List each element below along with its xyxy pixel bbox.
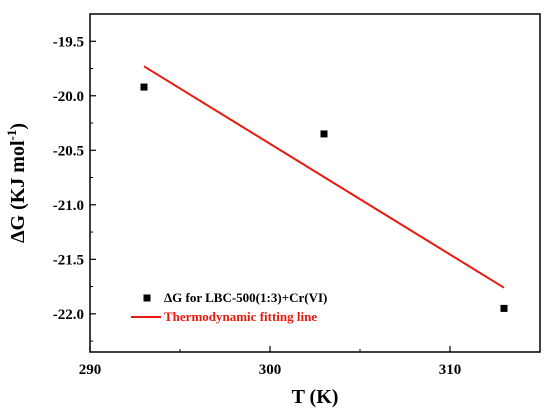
y-axis-label-base: ΔG (KJ mol [7,140,29,243]
x-axis-ticks: 290 300 310 [79,346,462,378]
plot-frame [89,13,541,353]
legend-label-line: Thermodynamic fitting line [164,309,317,324]
y-tick-label: -20.5 [53,143,84,159]
x-tick-label: 300 [259,362,282,378]
data-point [140,83,148,91]
x-axis-label: T (K) [292,386,339,408]
y-axis-label-close: ) [7,123,29,130]
y-axis-label: ΔG (KJ mol-1) [4,123,29,243]
series-layer [140,65,508,312]
data-point [320,130,328,138]
y-tick-label: -21.0 [53,198,84,214]
y-tick-label: -19.5 [53,34,84,50]
x-tick-label: 310 [439,362,462,378]
y-axis-label-sup: -1 [4,130,19,141]
y-tick-label: -21.5 [53,252,84,268]
x-tick-label: 290 [79,362,102,378]
y-tick-label: -22.0 [53,307,84,323]
y-tick-label: -20.0 [53,89,84,105]
legend: ΔG for LBC-500(1:3)+Cr(VI) Thermodynamic… [131,290,327,324]
legend-marker-scatter [143,294,151,302]
legend-label-scatter: ΔG for LBC-500(1:3)+Cr(VI) [164,290,327,305]
y-axis-ticks: -19.5 -20.0 -20.5 -21.0 -21.5 -22.0 [53,13,96,342]
data-point [500,304,508,312]
fit-line [143,65,505,289]
